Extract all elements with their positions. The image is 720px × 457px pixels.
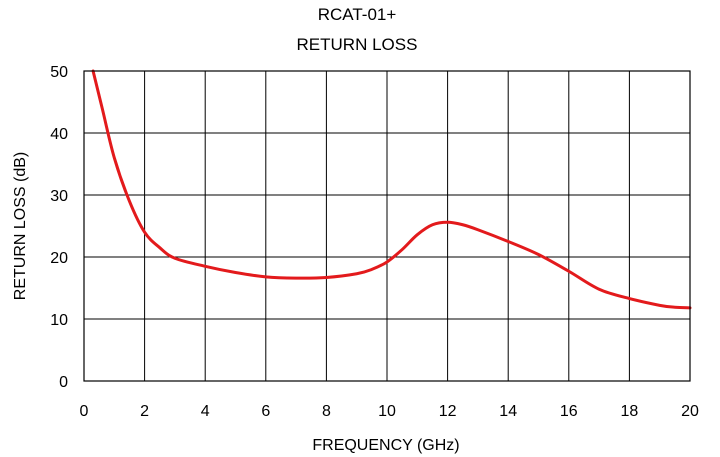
x-tick-label: 14 [499, 403, 517, 420]
y-tick-label: 30 [50, 188, 68, 205]
x-tick-label: 20 [681, 403, 699, 420]
x-tick-label: 4 [201, 403, 210, 420]
y-tick-label: 20 [50, 250, 68, 267]
y-tick-label: 10 [50, 312, 68, 329]
y-axis-label: RETURN LOSS (dB) [12, 152, 29, 300]
x-tick-label: 2 [140, 403, 149, 420]
x-tick-label: 16 [560, 403, 578, 420]
x-tick-label: 0 [80, 403, 89, 420]
x-tick-label: 18 [621, 403, 639, 420]
y-axis-ticks: 0 10 20 30 40 50 [50, 64, 68, 391]
chart-title: RCAT-01+ [318, 5, 397, 24]
x-axis-ticks: 0 2 4 6 8 10 12 14 16 18 20 [80, 403, 699, 420]
x-tick-label: 12 [439, 403, 457, 420]
x-tick-label: 8 [322, 403, 331, 420]
x-axis-label: FREQUENCY (GHz) [312, 437, 459, 454]
x-tick-label: 6 [261, 403, 270, 420]
y-tick-label: 40 [50, 126, 68, 143]
y-tick-label: 0 [59, 374, 68, 391]
plot-area-frame [83, 70, 691, 382]
chart-subtitle: RETURN LOSS [297, 35, 418, 54]
x-tick-label: 10 [378, 403, 396, 420]
series-layer [91, 69, 692, 310]
grid [83, 70, 691, 382]
return-loss-series-line [91, 69, 692, 310]
y-tick-label: 50 [50, 64, 68, 81]
